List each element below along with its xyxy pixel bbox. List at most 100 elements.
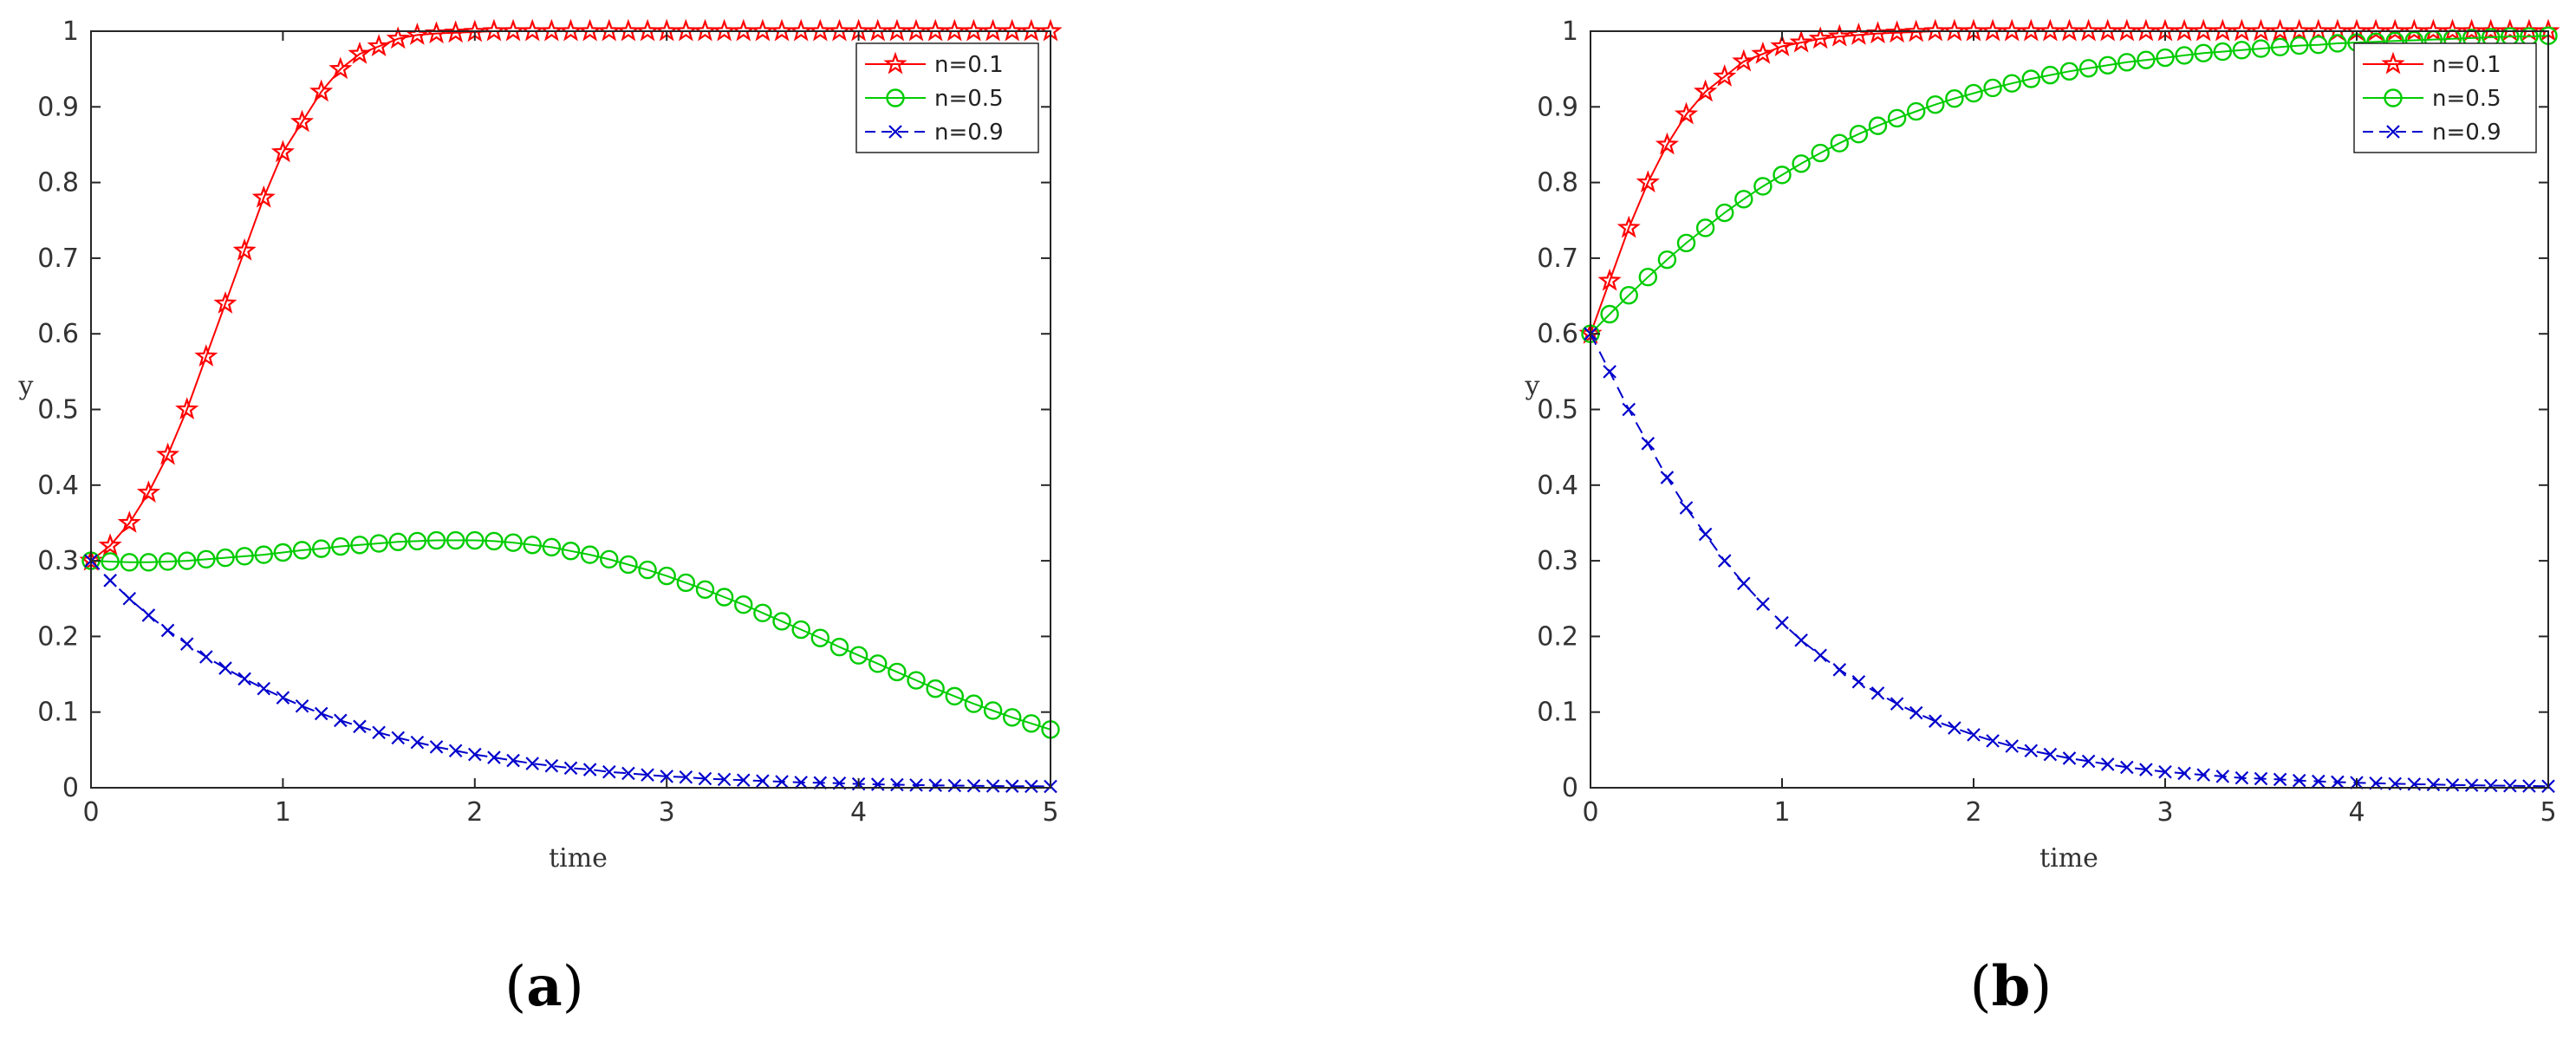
data-point bbox=[213, 291, 237, 314]
data-point bbox=[1713, 64, 1737, 87]
data-point bbox=[753, 603, 772, 623]
data-point bbox=[506, 753, 520, 768]
data-point bbox=[2024, 744, 2039, 758]
axis-ticks-a: 0 1 2 3 4 5 0 0.1 0.2 0.3 0.4 0.5 0.6 0.7 0.8 0.9 1 bbox=[37, 16, 1058, 828]
data-point bbox=[122, 591, 137, 606]
data-point bbox=[1851, 675, 1866, 689]
data-point bbox=[136, 480, 161, 504]
data-point bbox=[2076, 18, 2101, 42]
data-point bbox=[1734, 190, 1753, 209]
data-point bbox=[311, 539, 331, 558]
data-point bbox=[2005, 739, 2019, 753]
data-point bbox=[698, 771, 712, 786]
series-n=0.9-a bbox=[84, 554, 1057, 794]
data-point bbox=[1981, 18, 2005, 42]
data-point bbox=[1923, 18, 1948, 42]
data-point bbox=[175, 397, 199, 420]
data-point bbox=[2331, 775, 2345, 789]
data-point bbox=[635, 18, 660, 42]
data-point bbox=[561, 542, 581, 561]
data-point bbox=[386, 26, 410, 49]
data-point bbox=[888, 662, 907, 682]
data-point bbox=[676, 573, 696, 593]
data-point bbox=[542, 537, 562, 557]
data-point bbox=[444, 20, 468, 43]
y-tick-label: 0.6 bbox=[37, 319, 79, 349]
data-point bbox=[616, 18, 641, 42]
data-point bbox=[2364, 18, 2388, 42]
legend-entry: n=0.9 bbox=[2363, 120, 2501, 146]
data-point bbox=[1884, 20, 1909, 43]
data-point bbox=[980, 18, 1005, 42]
data-point bbox=[679, 770, 693, 784]
data-point bbox=[1619, 285, 1638, 305]
legend-marker bbox=[2381, 51, 2405, 75]
data-point bbox=[717, 772, 732, 787]
x-axis-label-a: time bbox=[549, 843, 608, 874]
y-tick-label: 0.1 bbox=[37, 698, 79, 728]
legend-label: n=0.9 bbox=[934, 120, 1004, 146]
data-point bbox=[2483, 778, 2498, 793]
data-point bbox=[235, 547, 254, 566]
data-point bbox=[2062, 751, 2077, 765]
data-point bbox=[813, 776, 828, 790]
x-tick-label: 0 bbox=[1582, 797, 1598, 828]
x-tick-label: 1 bbox=[1773, 797, 1790, 828]
data-point bbox=[1887, 108, 1907, 128]
data-point bbox=[868, 654, 888, 673]
data-point bbox=[141, 608, 156, 622]
series-line bbox=[1590, 333, 2549, 788]
data-point bbox=[2522, 779, 2536, 793]
data-point bbox=[1737, 576, 1751, 591]
data-point bbox=[563, 761, 578, 776]
data-point bbox=[1641, 437, 1656, 451]
data-point bbox=[446, 530, 465, 550]
data-point bbox=[2172, 18, 2196, 42]
data-point bbox=[2059, 62, 2079, 81]
data-point bbox=[1617, 215, 1641, 238]
data-point bbox=[372, 725, 386, 740]
data-point bbox=[923, 18, 947, 42]
data-point bbox=[1025, 779, 1038, 794]
data-point bbox=[1732, 49, 1756, 72]
data-point bbox=[309, 79, 334, 102]
data-point bbox=[2232, 41, 2252, 60]
data-point bbox=[257, 681, 271, 696]
data-point bbox=[158, 552, 178, 571]
data-point bbox=[117, 510, 141, 533]
data-point bbox=[1022, 714, 1041, 733]
y-tick-label: 0.8 bbox=[1537, 168, 1578, 198]
data-point bbox=[1717, 554, 1732, 568]
data-point bbox=[1655, 132, 1680, 155]
data-point bbox=[2194, 43, 2213, 63]
legend-marker bbox=[888, 125, 902, 139]
data-point bbox=[1964, 83, 1983, 103]
data-point bbox=[2038, 18, 2063, 42]
data-point bbox=[194, 344, 218, 367]
data-point bbox=[2057, 18, 2082, 42]
data-point bbox=[177, 551, 197, 570]
y-tick-label: 0.6 bbox=[1537, 319, 1578, 349]
data-point bbox=[1751, 41, 1775, 64]
data-point bbox=[1909, 705, 1923, 720]
data-point bbox=[405, 23, 429, 45]
data-point bbox=[789, 18, 813, 42]
data-point bbox=[544, 758, 559, 773]
data-point bbox=[1813, 648, 1827, 663]
data-point bbox=[966, 778, 981, 793]
data-point bbox=[2019, 18, 2043, 42]
axis-ticks-b: 0 1 2 3 4 5 0 0.1 0.2 0.3 0.4 0.5 0.6 0.7 0.8 0.9 1 bbox=[1537, 16, 2556, 828]
x-tick-label: 3 bbox=[659, 797, 675, 828]
data-point bbox=[597, 18, 621, 42]
data-point bbox=[1846, 23, 1870, 45]
data-point bbox=[523, 536, 542, 555]
data-point bbox=[1676, 233, 1696, 253]
data-point bbox=[367, 34, 391, 57]
y-tick-label: 0.3 bbox=[1537, 546, 1578, 576]
chart-panel-b: 0 1 2 3 4 5 0 0.1 0.2 0.3 0.4 0.5 0.6 0.7 0.8 0.9 1 time… bbox=[1525, 16, 2560, 874]
data-point bbox=[1714, 203, 1734, 223]
data-point bbox=[353, 719, 367, 734]
legend-label: n=0.1 bbox=[934, 52, 1004, 78]
data-point bbox=[986, 779, 1000, 793]
data-point bbox=[348, 41, 372, 64]
